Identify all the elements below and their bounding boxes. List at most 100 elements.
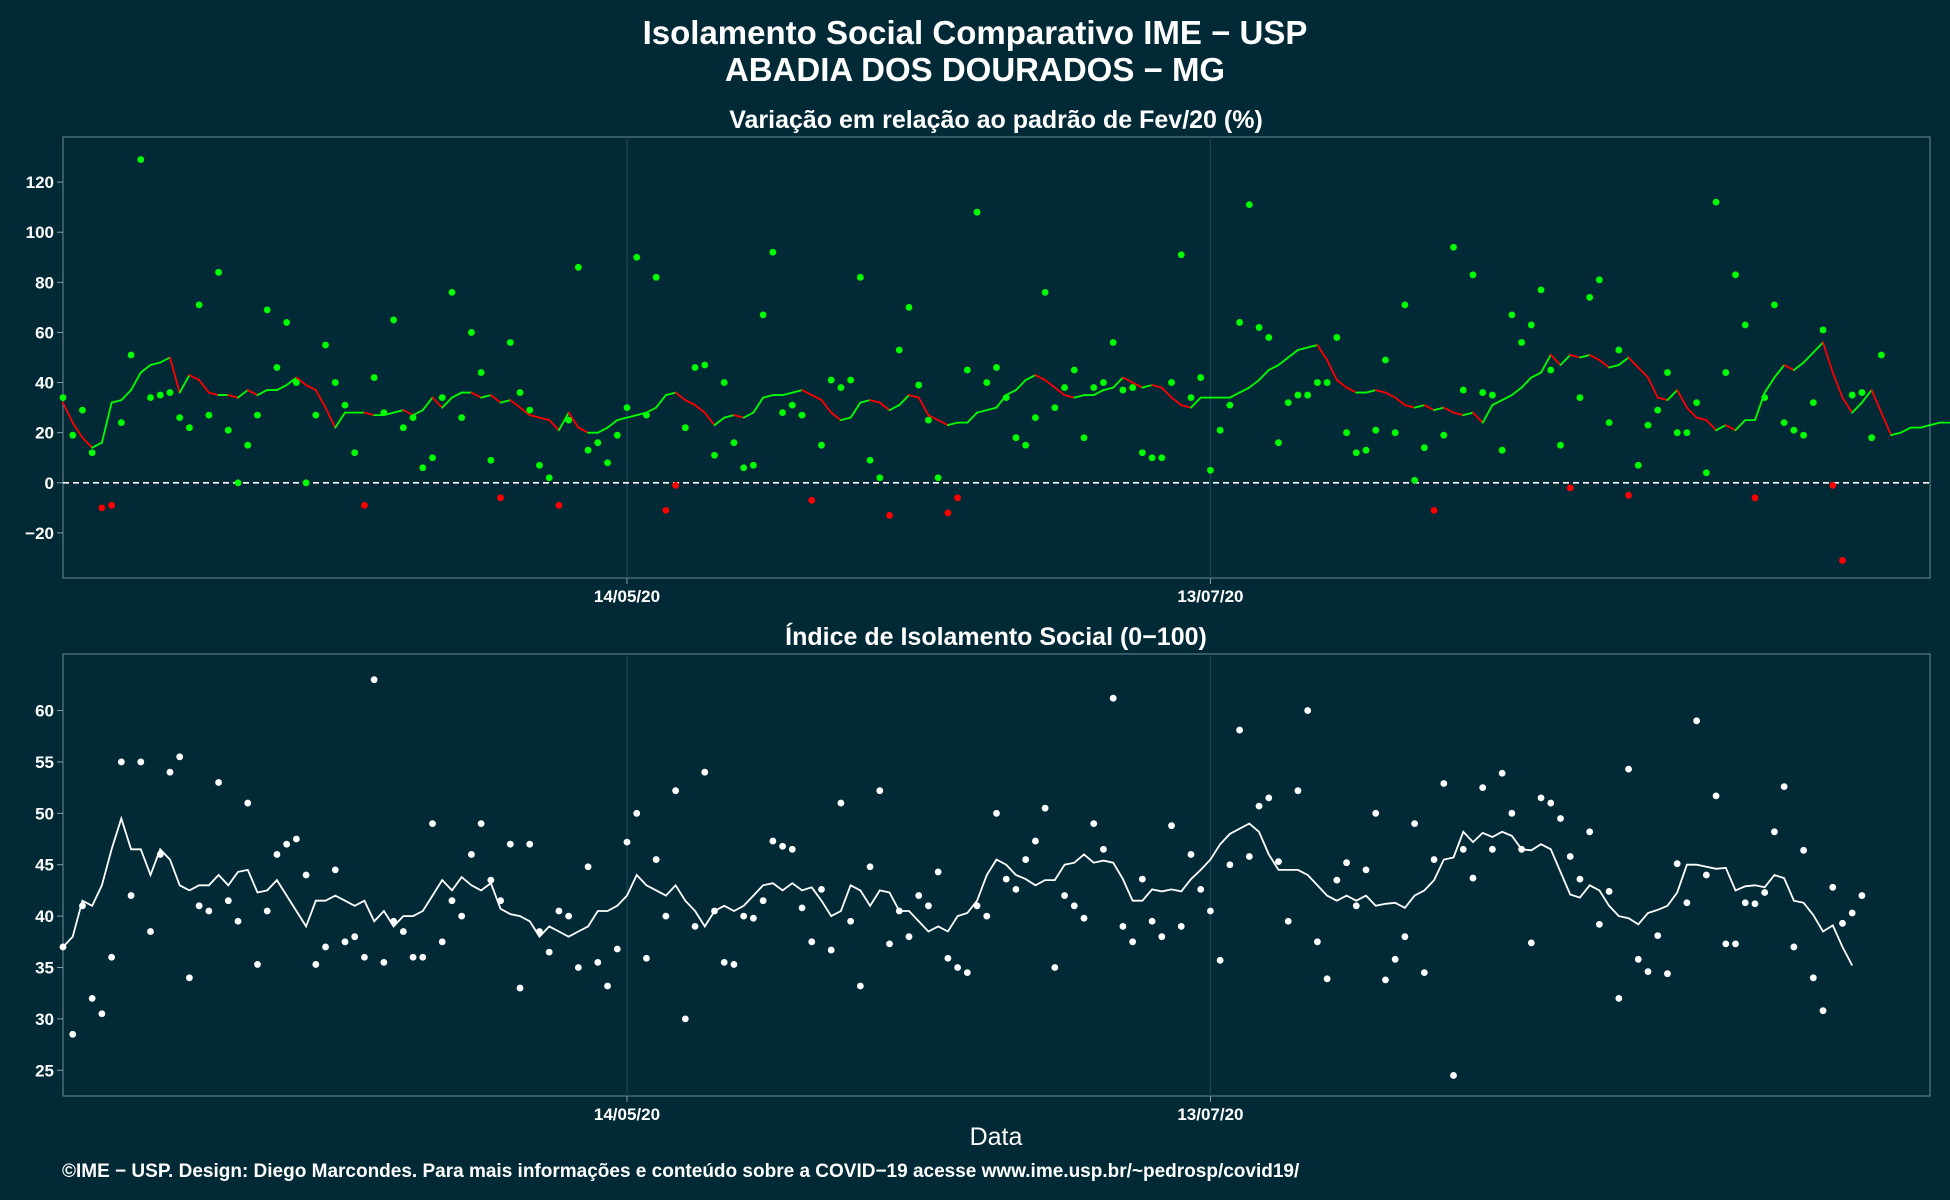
- data-point: [370, 676, 378, 684]
- data-point: [1440, 431, 1448, 439]
- data-point: [944, 954, 952, 962]
- data-point: [1051, 964, 1059, 971]
- moving-average-line: [1870, 389, 1883, 414]
- data-point: [322, 943, 329, 951]
- data-point: [1527, 321, 1535, 329]
- data-point: [1031, 837, 1039, 845]
- moving-average-line: [810, 394, 823, 401]
- data-point: [1216, 426, 1224, 434]
- moving-average-line: [207, 391, 220, 396]
- moving-average-line: [120, 389, 132, 401]
- data-point: [1382, 356, 1389, 364]
- data-point: [487, 456, 495, 464]
- data-point: [886, 511, 893, 519]
- moving-average-line: [178, 374, 191, 394]
- y-tick-label: 55: [35, 753, 54, 772]
- data-point: [1809, 399, 1817, 407]
- data-point: [1858, 892, 1866, 899]
- data-point: [613, 945, 621, 953]
- data-point: [555, 501, 563, 509]
- moving-average-line: [1812, 341, 1824, 354]
- moving-average-line: [606, 419, 619, 429]
- moving-average-line: [1462, 411, 1474, 417]
- data-point: [137, 758, 145, 766]
- data-point: [856, 273, 864, 281]
- moving-average-line: [878, 401, 891, 412]
- moving-average-line: [908, 394, 920, 399]
- data-point: [827, 946, 835, 954]
- data-point: [895, 907, 903, 915]
- data-point: [1031, 414, 1039, 422]
- data-point: [137, 156, 145, 163]
- moving-average-line: [1384, 391, 1397, 399]
- data-point: [672, 481, 680, 489]
- data-point: [1207, 907, 1214, 915]
- data-point: [1002, 394, 1010, 401]
- data-point: [1557, 815, 1564, 822]
- data-point: [1129, 938, 1137, 946]
- moving-average-line: [324, 406, 337, 429]
- data-point: [1138, 449, 1146, 457]
- moving-average-line: [519, 406, 531, 417]
- data-point: [429, 820, 436, 828]
- data-point: [983, 379, 991, 386]
- data-point: [711, 907, 718, 915]
- y-tick-label: 20: [35, 424, 54, 443]
- moving-average-line: [791, 389, 803, 394]
- data-point: [1080, 914, 1088, 922]
- data-point: [1527, 939, 1535, 947]
- moving-average-line: [100, 401, 113, 444]
- data-point: [186, 424, 193, 432]
- moving-average-line: [227, 394, 239, 399]
- moving-average-line: [1102, 386, 1115, 391]
- moving-average-line: [888, 404, 901, 412]
- moving-average-line: [1131, 381, 1144, 389]
- data-point: [818, 441, 825, 449]
- data-point: [283, 840, 291, 848]
- data-point: [623, 838, 631, 846]
- data-point: [1255, 802, 1263, 810]
- data-point: [331, 379, 339, 386]
- moving-average-line: [1695, 416, 1708, 422]
- moving-average-line: [1715, 424, 1727, 432]
- moving-average-line: [1345, 386, 1358, 394]
- data-point: [302, 479, 310, 487]
- data-point: [147, 394, 154, 401]
- y-tick-label: 60: [35, 702, 54, 721]
- data-point: [973, 208, 981, 216]
- moving-average-line: [451, 391, 463, 399]
- data-point: [409, 414, 417, 422]
- data-point: [915, 892, 923, 899]
- data-point: [1420, 969, 1428, 977]
- data-point: [730, 961, 738, 968]
- moving-average-line: [169, 356, 181, 394]
- data-point: [555, 907, 563, 915]
- moving-average-line: [548, 419, 560, 432]
- moving-average-line: [1326, 359, 1338, 381]
- data-point: [468, 851, 475, 858]
- data-point: [1216, 956, 1224, 964]
- data-point: [886, 940, 893, 948]
- y-tick-label: 35: [35, 959, 54, 978]
- data-point: [895, 346, 903, 354]
- data-point: [633, 253, 641, 261]
- data-point: [1129, 384, 1137, 391]
- data-point: [438, 394, 446, 401]
- moving-average-line: [499, 399, 512, 404]
- moving-average-line: [1423, 404, 1435, 412]
- data-point: [613, 431, 621, 439]
- moving-average-line: [1442, 406, 1455, 414]
- data-point: [1489, 391, 1496, 399]
- data-point: [98, 1010, 106, 1018]
- data-point: [701, 768, 709, 776]
- data-point: [779, 409, 786, 417]
- data-point: [370, 374, 378, 381]
- moving-average-line: [946, 421, 959, 427]
- data-point: [1265, 334, 1273, 341]
- data-point: [1401, 301, 1409, 309]
- data-point: [195, 301, 203, 309]
- data-point: [983, 912, 991, 920]
- data-point: [79, 902, 86, 910]
- data-point: [390, 316, 398, 324]
- data-point: [720, 379, 728, 386]
